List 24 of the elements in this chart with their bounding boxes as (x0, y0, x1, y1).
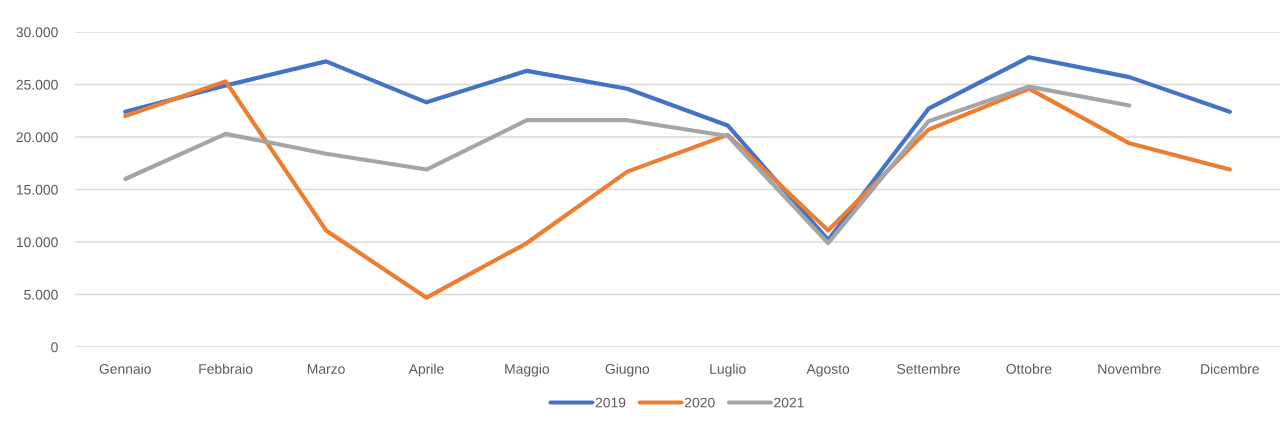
x-tick-label: Ottobre (1006, 363, 1052, 374)
y-tick-label: 20.000 (16, 132, 58, 143)
y-tick-label: 5.000 (24, 289, 58, 300)
legend-label: 2019 (595, 397, 626, 408)
x-tick-label: Giugno (605, 363, 650, 377)
y-tick-label: 30.000 (16, 27, 58, 38)
y-tick-label: 25.000 (16, 79, 58, 90)
y-tick-label: 10.000 (16, 237, 58, 248)
line-series (123, 84, 1132, 246)
x-tick-label: Settembre (897, 363, 960, 374)
y-tick-label: 15.000 (16, 184, 58, 195)
x-tick-label: Maggio (505, 363, 550, 377)
line-series (123, 79, 1232, 300)
x-tick-label: Marzo (307, 364, 345, 374)
x-tick-label: Gennaio (99, 363, 151, 374)
x-tick-label: Febbraio (199, 363, 253, 374)
x-tick-label: Aprile (408, 363, 444, 377)
legend-label: 2021 (774, 397, 804, 408)
y-tick-label: 0 (51, 342, 58, 353)
x-tick-label: Dicembre (1201, 363, 1259, 374)
x-tick-label: Agosto (806, 364, 850, 377)
x-tick-label: Novembre (1098, 363, 1161, 374)
x-tick-label: Luglio (710, 363, 746, 377)
legend-label: 2020 (684, 397, 715, 408)
